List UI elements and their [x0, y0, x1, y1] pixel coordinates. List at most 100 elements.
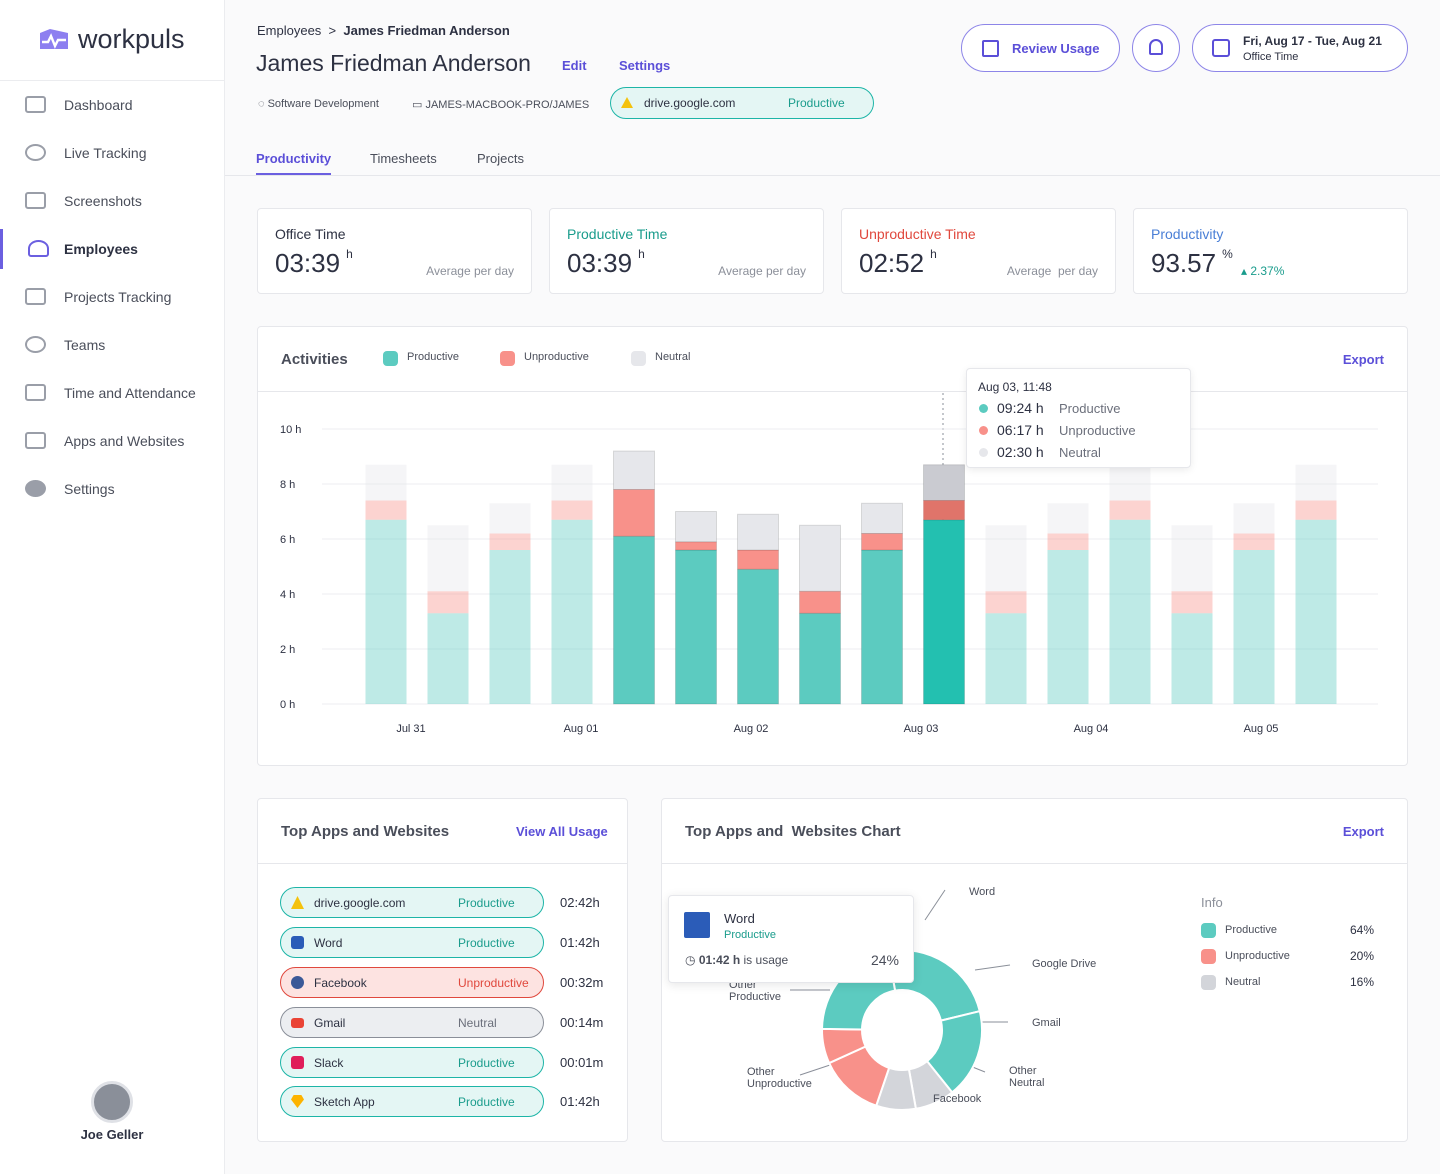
app-row[interactable]: Slack Productive	[280, 1047, 544, 1078]
bar-segment	[1295, 500, 1337, 520]
tab[interactable]: Productivity	[256, 151, 332, 176]
stat-unit: h	[930, 247, 937, 261]
bar-segment	[551, 500, 593, 520]
info-value: 16%	[1350, 975, 1375, 989]
bar-segment	[1047, 503, 1089, 534]
stat-value: 93.57%	[1151, 247, 1233, 279]
app-name: drive.google.com	[314, 895, 406, 910]
nav-item[interactable]: Teams	[0, 325, 224, 365]
bar-segment	[799, 590, 841, 614]
logo-icon	[40, 28, 68, 49]
nav-label: Live Tracking	[64, 145, 147, 161]
legend-swatch	[631, 351, 646, 366]
x-tick-label: Aug 03	[904, 723, 939, 735]
tab[interactable]: Timesheets	[370, 151, 437, 166]
department: ◌ Software Development	[258, 98, 379, 110]
info-label: Productive	[1225, 924, 1277, 936]
export-link[interactable]: Export	[1342, 824, 1384, 839]
stat-value: 02:52 h	[859, 247, 937, 279]
info-title: Info	[1201, 895, 1223, 910]
app-row[interactable]: Word Productive	[280, 927, 544, 958]
app-status: Productive	[458, 1094, 515, 1109]
nav-item[interactable]: Live Tracking	[0, 133, 224, 173]
app-name: Facebook	[314, 975, 367, 990]
nav-item[interactable]: Time and Attendance	[0, 373, 224, 413]
app-row[interactable]: Sketch App Productive	[280, 1086, 544, 1117]
bar-segment	[1171, 613, 1213, 704]
stat-note: Average per day	[1006, 264, 1098, 278]
info-label: Unproductive	[1225, 950, 1290, 962]
bar-segment	[1233, 550, 1275, 704]
nav-item[interactable]: Settings	[0, 469, 224, 509]
nav-item[interactable]: Dashboard	[0, 85, 224, 125]
logo[interactable]: workpuls	[38, 24, 185, 55]
current-app[interactable]: drive.google.com Productive	[610, 87, 874, 119]
legend-swatch	[500, 351, 515, 366]
tooltip-name: Productive	[1059, 401, 1121, 416]
tooltip-status: Productive	[724, 929, 776, 941]
stat-unit: h	[346, 247, 353, 261]
app-time: 00:32m	[560, 975, 604, 990]
y-tick-label: 8 h	[280, 479, 295, 491]
stat-label: Unproductive Time	[859, 226, 976, 242]
bar-segment	[551, 519, 593, 704]
export-link[interactable]: Export	[1342, 352, 1384, 367]
bar-segment	[365, 500, 407, 520]
app-status: Productive	[458, 895, 515, 910]
nav-item[interactable]: Projects Tracking	[0, 277, 224, 317]
tooltip-dot	[979, 404, 988, 413]
review-button[interactable]: Review Usage	[961, 24, 1120, 72]
y-tick-label: 0 h	[280, 699, 295, 711]
bar-segment	[365, 519, 407, 704]
divider	[258, 863, 627, 864]
info-value: 64%	[1350, 923, 1375, 937]
crumb: James Friedman Anderson	[343, 23, 510, 38]
bar-segment	[737, 568, 779, 705]
computer: ▭ JAMES-MACBOOK-PRO/JAMES	[412, 99, 590, 111]
bar-segment	[613, 489, 655, 537]
nav-label: Projects Tracking	[64, 289, 172, 305]
nav-item[interactable]: Screenshots	[0, 181, 224, 221]
app-row[interactable]: drive.google.com Productive	[280, 887, 544, 918]
bar-segment	[489, 503, 531, 534]
nav-item[interactable]: Employees	[0, 229, 224, 269]
legend-swatch	[383, 351, 398, 366]
crumb[interactable]: Employees	[257, 23, 322, 38]
stat-value: 03:39 h	[275, 247, 353, 279]
x-tick-label: Aug 04	[1074, 723, 1109, 735]
x-tick-label: Aug 01	[564, 723, 599, 735]
bar-segment	[985, 525, 1027, 592]
tooltip-name: Word	[724, 911, 755, 926]
tab[interactable]: Projects	[477, 151, 524, 166]
sidebar: workpuls Dashboard Live Tracking Screens…	[0, 0, 225, 1174]
bar-segment	[737, 513, 779, 551]
date-note: Office Time	[1243, 51, 1299, 63]
date-range: Fri, Aug 17 - Tue, Aug 21	[1243, 34, 1382, 48]
nav-label: Settings	[64, 481, 115, 497]
date-button[interactable]: Fri, Aug 17 - Tue, Aug 21 Office Time	[1192, 24, 1408, 72]
settings-link[interactable]: Settings	[619, 58, 671, 73]
bar-segment	[1233, 503, 1275, 534]
app-row[interactable]: Facebook Unproductive	[280, 967, 544, 998]
app-status: Neutral	[458, 1015, 497, 1030]
stat-card: Productivity 93.57% ▴ 2.37%	[1133, 208, 1408, 294]
divider	[258, 391, 1407, 392]
view-all-link[interactable]: View All Usage	[516, 824, 608, 839]
nav-item[interactable]: Apps and Websites	[0, 421, 224, 461]
tooltip-value: 06:17 h	[997, 422, 1044, 438]
stat-card: Productive Time 03:39 h Average per day	[549, 208, 824, 294]
app-name: Gmail	[314, 1015, 346, 1030]
app-row[interactable]: Gmail Neutral	[280, 1007, 544, 1038]
bar-segment	[1233, 533, 1275, 550]
notification-button[interactable]	[1132, 24, 1180, 72]
segment-label: Google Drive	[1032, 958, 1097, 970]
bar-segment	[923, 519, 965, 705]
nav-label: Employees	[64, 241, 138, 257]
avatar[interactable]	[91, 1081, 133, 1123]
bar-segment	[861, 549, 903, 705]
segment-label: Facebook	[933, 1093, 982, 1105]
edit-link[interactable]: Edit	[562, 58, 587, 73]
bar-segment	[489, 550, 531, 704]
app-name: Word	[314, 935, 343, 950]
computer-text: JAMES-MACBOOK-PRO/JAMES	[425, 99, 590, 111]
